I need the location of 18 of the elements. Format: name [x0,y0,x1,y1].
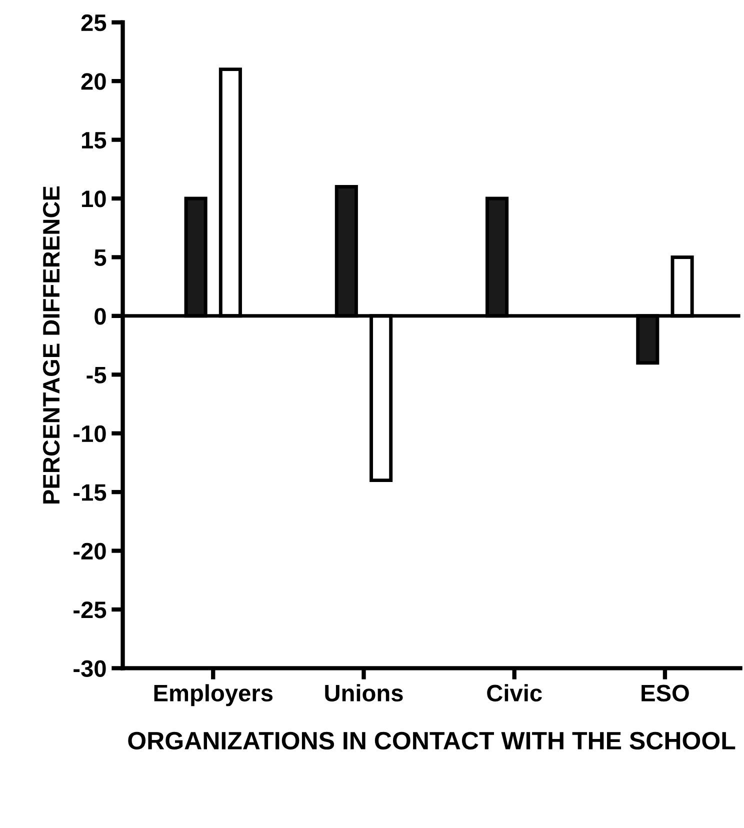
y-tick-label: -30 [74,660,106,678]
y-tick-label: 15 [82,132,106,149]
y-tick-label: 0 [94,308,106,325]
y-tick-label: -15 [74,484,106,501]
y-tick-label: 5 [94,250,106,266]
x-tick-label: Unions [325,684,403,702]
y-tick-label: 20 [81,73,106,90]
y-axis-title: PERCENTAGE DIFFERENCE [42,186,60,504]
x-tick-label: ESO [642,684,689,702]
y-tick-label: -20 [74,542,106,560]
x-tick-label: Employers [154,684,273,706]
y-tick-label: -25 [74,602,106,618]
y-tick-label: -5 [86,366,106,384]
y-tick-label: 25 [81,14,106,32]
x-tick-label: Civic [487,684,542,702]
x-axis-title: ORGANIZATIONS IN CONTACT WITH THE SCHOOL [128,732,736,750]
y-tick-label: 10 [82,190,106,208]
y-tick-label: -10 [74,425,106,442]
